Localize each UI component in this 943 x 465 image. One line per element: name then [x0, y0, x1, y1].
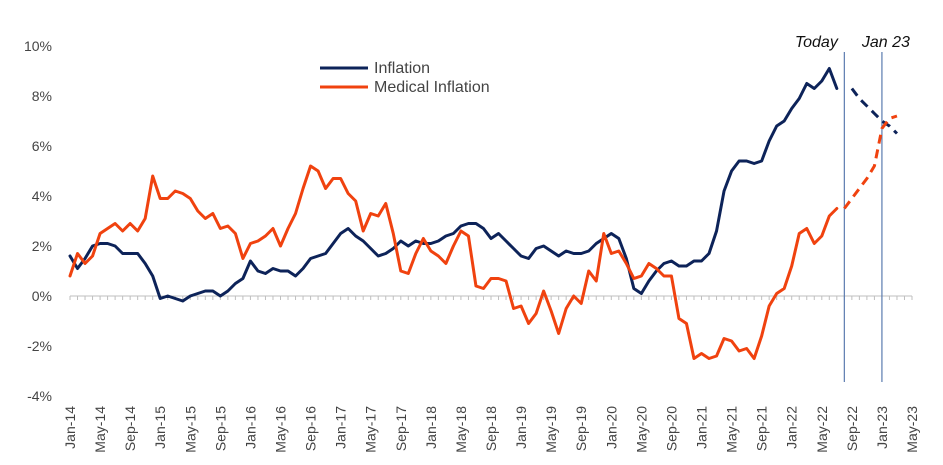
- y-axis-ticks: 10% 8% 6% 4% 2% 0% -2% -4%: [24, 38, 52, 404]
- inflation-forecast-line: [850, 87, 899, 135]
- x-tick-label: Jan-17: [333, 406, 349, 449]
- annotation-label: Jan 23: [861, 34, 910, 51]
- x-tick-label: May-19: [543, 406, 559, 453]
- series-lines: [68, 67, 899, 360]
- x-tick-label: Sep-20: [663, 406, 679, 451]
- medical-inflation-forecast-line: [843, 114, 898, 210]
- x-tick-label: Jan-19: [513, 406, 529, 449]
- annotation-lines: [843, 52, 883, 382]
- x-tick-label: Sep-15: [212, 406, 228, 451]
- x-tick-label: Sep-19: [573, 406, 589, 451]
- x-tick-label: May-16: [273, 406, 289, 453]
- x-tick-label: May-17: [363, 406, 379, 453]
- x-tick-label: May-22: [814, 406, 830, 453]
- x-tick-label: May-23: [904, 406, 920, 453]
- annotations: Today Jan 23: [795, 34, 910, 51]
- medical-inflation-line: [68, 164, 839, 360]
- x-tick-label: Jan-18: [423, 406, 439, 449]
- y-tick-label: 2%: [32, 238, 52, 254]
- x-axis-ticks: Jan-14 May-14 Sep-14 Jan-15 May-15 Sep-15 Jan-…: [62, 406, 920, 453]
- x-tick-label: Jan-14: [62, 406, 78, 449]
- annotation-label: Today: [795, 34, 839, 51]
- x-axis-minor-ticks: [69, 296, 913, 300]
- legend: Inflation Medical Inflation: [320, 60, 490, 96]
- y-tick-label: 4%: [32, 188, 52, 204]
- x-tick-label: Sep-16: [303, 406, 319, 451]
- x-tick-label: Sep-18: [483, 406, 499, 451]
- x-tick-label: Jan-16: [242, 406, 258, 449]
- x-tick-label: May-18: [453, 406, 469, 453]
- legend-item-inflation: Inflation: [320, 60, 430, 77]
- y-tick-label: 0%: [32, 288, 52, 304]
- y-tick-label: 10%: [24, 38, 52, 54]
- x-tick-label: Jan-22: [784, 406, 800, 449]
- x-tick-label: Jan-21: [694, 406, 710, 449]
- legend-label: Medical Inflation: [374, 79, 490, 96]
- legend-item-medical-inflation: Medical Inflation: [320, 79, 490, 96]
- x-tick-label: Sep-22: [844, 406, 860, 451]
- x-tick-label: May-14: [92, 406, 108, 453]
- axes: [69, 295, 913, 300]
- x-tick-label: Jan-20: [603, 406, 619, 449]
- y-tick-label: -4%: [27, 388, 52, 404]
- x-tick-label: Jan-23: [874, 406, 890, 449]
- x-tick-label: May-20: [633, 406, 649, 453]
- x-tick-label: May-21: [724, 406, 740, 453]
- y-tick-label: -2%: [27, 338, 52, 354]
- x-tick-label: Sep-17: [393, 406, 409, 451]
- x-tick-label: Sep-14: [122, 406, 138, 451]
- legend-label: Inflation: [374, 60, 430, 77]
- y-tick-label: 6%: [32, 138, 52, 154]
- x-tick-label: Sep-21: [754, 406, 770, 451]
- y-tick-label: 8%: [32, 88, 52, 104]
- x-tick-label: Jan-15: [152, 406, 168, 449]
- x-tick-label: May-15: [182, 406, 198, 453]
- inflation-line: [68, 67, 839, 303]
